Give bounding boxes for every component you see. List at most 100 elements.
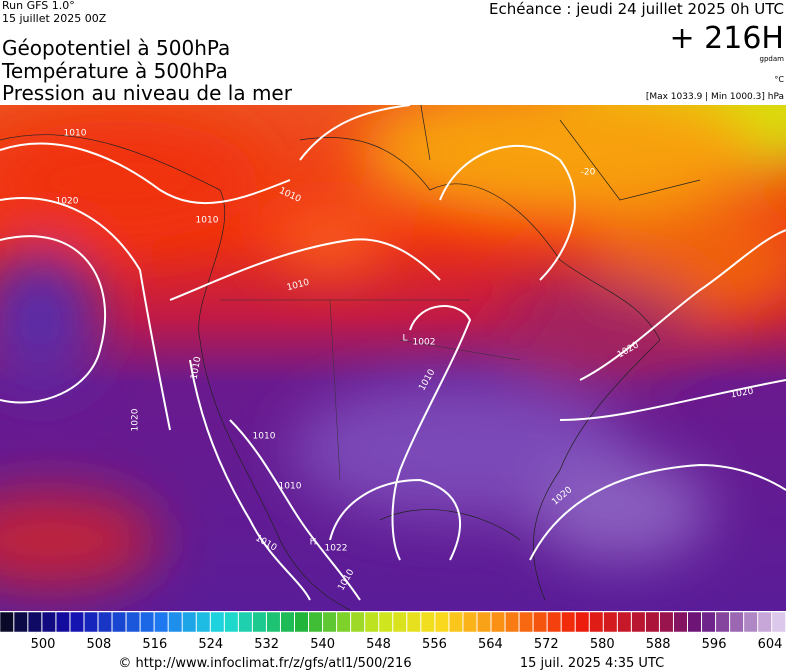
colorbar-swatch: [505, 611, 520, 633]
isobars: [0, 105, 786, 601]
colorbar-tick-label: 564: [478, 637, 503, 652]
isobar-label: 1010: [279, 482, 302, 492]
colorbar-swatch: [41, 611, 56, 633]
colorbar-tick-label: 596: [702, 637, 727, 652]
isobar-label: L: [402, 334, 407, 344]
colorbar-swatch: [757, 611, 772, 633]
forecast-hour: + 216H: [670, 21, 785, 56]
colorbar-swatch: [364, 611, 379, 633]
colorbar-swatch: [13, 611, 28, 633]
colorbar-swatch: [238, 611, 253, 633]
colorbar-swatch: [603, 611, 618, 633]
colorbar-tick-label: 524: [198, 637, 223, 652]
unit-geopotential: gpdam: [760, 55, 785, 63]
colorbar-swatch: [112, 611, 127, 633]
colorbar-swatch: [771, 611, 786, 633]
colorbar-swatch: [533, 611, 548, 633]
colorbar-swatch: [392, 611, 407, 633]
colorbar-swatch: [168, 611, 183, 633]
colorbar-tick-label: 604: [758, 637, 783, 652]
colorbar-tick-label: 548: [366, 637, 391, 652]
isobar-label: 1020: [131, 408, 141, 431]
colorbar-tick-label: 588: [646, 637, 671, 652]
colorbar-swatch: [420, 611, 435, 633]
colorbar-swatch: [55, 611, 70, 633]
isobar-label: 1010: [190, 356, 204, 381]
colorbar-tick-label: 572: [534, 637, 559, 652]
colorbar-swatch: [715, 611, 730, 633]
isobar-label: 1010: [253, 432, 276, 442]
colorbar-swatch: [448, 611, 463, 633]
isobar-label: 1022: [325, 544, 348, 554]
run-date: 15 juillet 2025 00Z: [2, 12, 107, 25]
colorbar-swatch: [561, 611, 576, 633]
colorbar-swatch: [322, 611, 337, 633]
colorbar-swatch: [631, 611, 646, 633]
colorbar-swatch: [462, 611, 477, 633]
colorbar-swatch: [350, 611, 365, 633]
colorbar-swatch: [140, 611, 155, 633]
colorbar-swatch: [434, 611, 449, 633]
colorbar-swatch: [69, 611, 84, 633]
colorbar-swatch: [308, 611, 323, 633]
colorbar-swatch: [673, 611, 688, 633]
colorbar-tick-label: 508: [87, 637, 112, 652]
colorbar-swatch: [252, 611, 267, 633]
colorbar-tick-label: 580: [590, 637, 615, 652]
title-line: Température à 500hPa: [1, 59, 228, 83]
colorbar-swatch: [182, 611, 197, 633]
isobar-label: 1020: [730, 387, 755, 401]
colorbar-tick-label: 500: [31, 637, 56, 652]
colorbar-swatch: [196, 611, 211, 633]
colorbar-swatch: [266, 611, 281, 633]
colorbar-swatch: [687, 611, 702, 633]
colorbar-swatch: [224, 611, 239, 633]
colorbar-swatch: [280, 611, 295, 633]
colorbar-swatch: [659, 611, 674, 633]
colorbar-swatch: [98, 611, 113, 633]
colorbar-swatch: [210, 611, 225, 633]
colorbar-swatch: [547, 611, 562, 633]
colorbar-swatch: [476, 611, 492, 633]
colorbar-swatch: [294, 611, 309, 633]
isobar-label: 1010: [196, 216, 219, 226]
colorbar-swatch: [701, 611, 716, 633]
colorbar-swatch: [27, 611, 42, 633]
colorbar-tick-label: 516: [142, 637, 167, 652]
colorbar-swatch: [154, 611, 169, 633]
colorbar-swatch: [589, 611, 604, 633]
colorbar-swatch: [575, 611, 590, 633]
echeance: Echéance : jeudi 24 juillet 2025 0h UTC: [489, 0, 784, 18]
isobar-label: 1010: [64, 129, 87, 139]
title-line: Pression au niveau de la mer: [2, 81, 293, 105]
isobar-label: 1002: [413, 338, 436, 348]
colorbar: 500 508 516 524 532 540 548 556 564 572 580 588 596 6…: [0, 611, 786, 652]
isobar-label: H: [310, 538, 317, 548]
colorbar-swatch: [617, 611, 632, 633]
colorbar-swatch: [729, 611, 744, 633]
colorbar-tick-label: 540: [310, 637, 335, 652]
source: © http://www.infoclimat.fr/z/gfs/atl1/50…: [118, 656, 411, 671]
colorbar-swatch: [0, 611, 14, 633]
run-label: Run GFS 1.0°: [2, 0, 75, 12]
colorbar-swatch: [406, 611, 421, 633]
colorbar-swatch: [645, 611, 660, 633]
colorbar-swatch: [83, 611, 99, 633]
colorbar-swatch: [378, 611, 393, 633]
title-line: Géopotentiel à 500hPa: [2, 36, 230, 60]
colorbar-swatch: [336, 611, 351, 633]
field-blobs: [0, 105, 786, 590]
isobar-label: -20: [581, 168, 596, 178]
colorbar-swatch: [126, 611, 141, 633]
extremes: [Max 1033.9 | Min 1000.3] hPa: [646, 92, 784, 102]
colorbar-swatch: [491, 611, 506, 633]
unit-temperature: °C: [774, 75, 784, 84]
coastlines: [0, 105, 701, 611]
colorbar-tick-label: 532: [254, 637, 279, 652]
colorbar-swatch: [519, 611, 534, 633]
colorbar-tick-label: 556: [422, 637, 447, 652]
colorbar-swatch: [743, 611, 758, 633]
isobar-label: 1020: [56, 197, 79, 207]
